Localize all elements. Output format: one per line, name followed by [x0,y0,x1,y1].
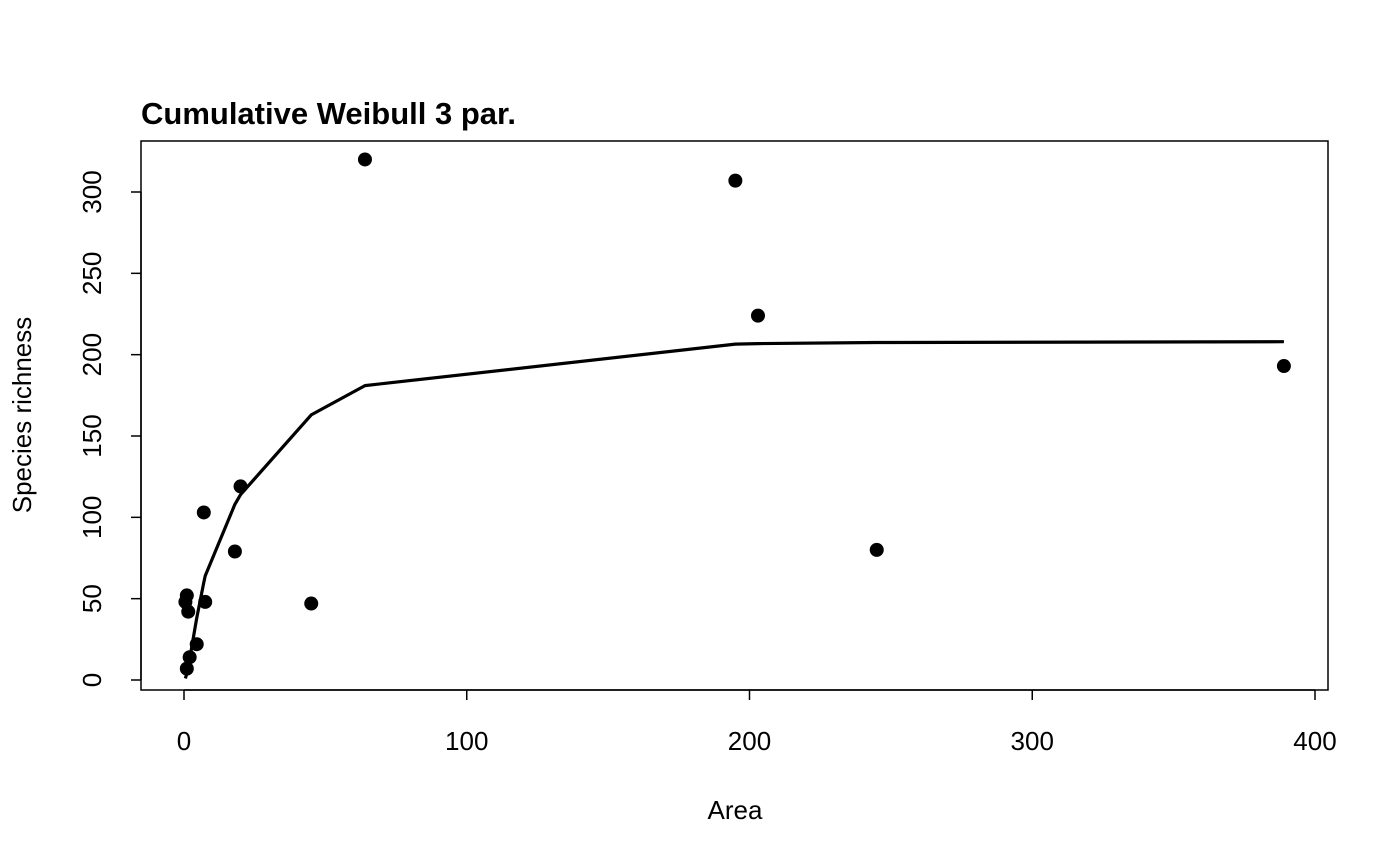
data-point [357,152,372,167]
chart-title: Cumulative Weibull 3 par. [141,96,516,131]
data-point [1276,359,1291,374]
y-tick-label: 250 [77,252,107,295]
data-point [179,661,194,676]
data-point [233,479,248,494]
x-tick-label: 100 [445,726,488,756]
x-tick-label: 300 [1011,726,1054,756]
data-point [189,637,204,652]
data-point [304,596,319,611]
y-tick-label: 200 [77,333,107,376]
x-tick-label: 200 [728,726,771,756]
y-tick-label: 100 [77,496,107,539]
y-axis: 0 50 100 150 200 250 300 [77,170,142,687]
x-tick-label: 400 [1293,726,1336,756]
y-tick-label: 50 [77,584,107,613]
data-point [198,594,213,609]
data-point [869,542,884,557]
y-tick-label: 300 [77,170,107,213]
data-point [750,308,765,323]
data-point [181,604,196,619]
points-group [178,152,1291,676]
x-axis-label: Area [708,795,763,825]
x-axis: 0 100 200 300 400 [177,689,1337,756]
y-tick-label: 150 [77,414,107,457]
data-point [728,173,743,188]
data-point [196,505,211,520]
y-axis-label: Species richness [7,317,37,514]
data-point [179,588,194,603]
data-point [182,650,197,665]
y-tick-label: 0 [77,673,107,687]
x-tick-label: 0 [177,726,191,756]
data-point [227,544,242,559]
